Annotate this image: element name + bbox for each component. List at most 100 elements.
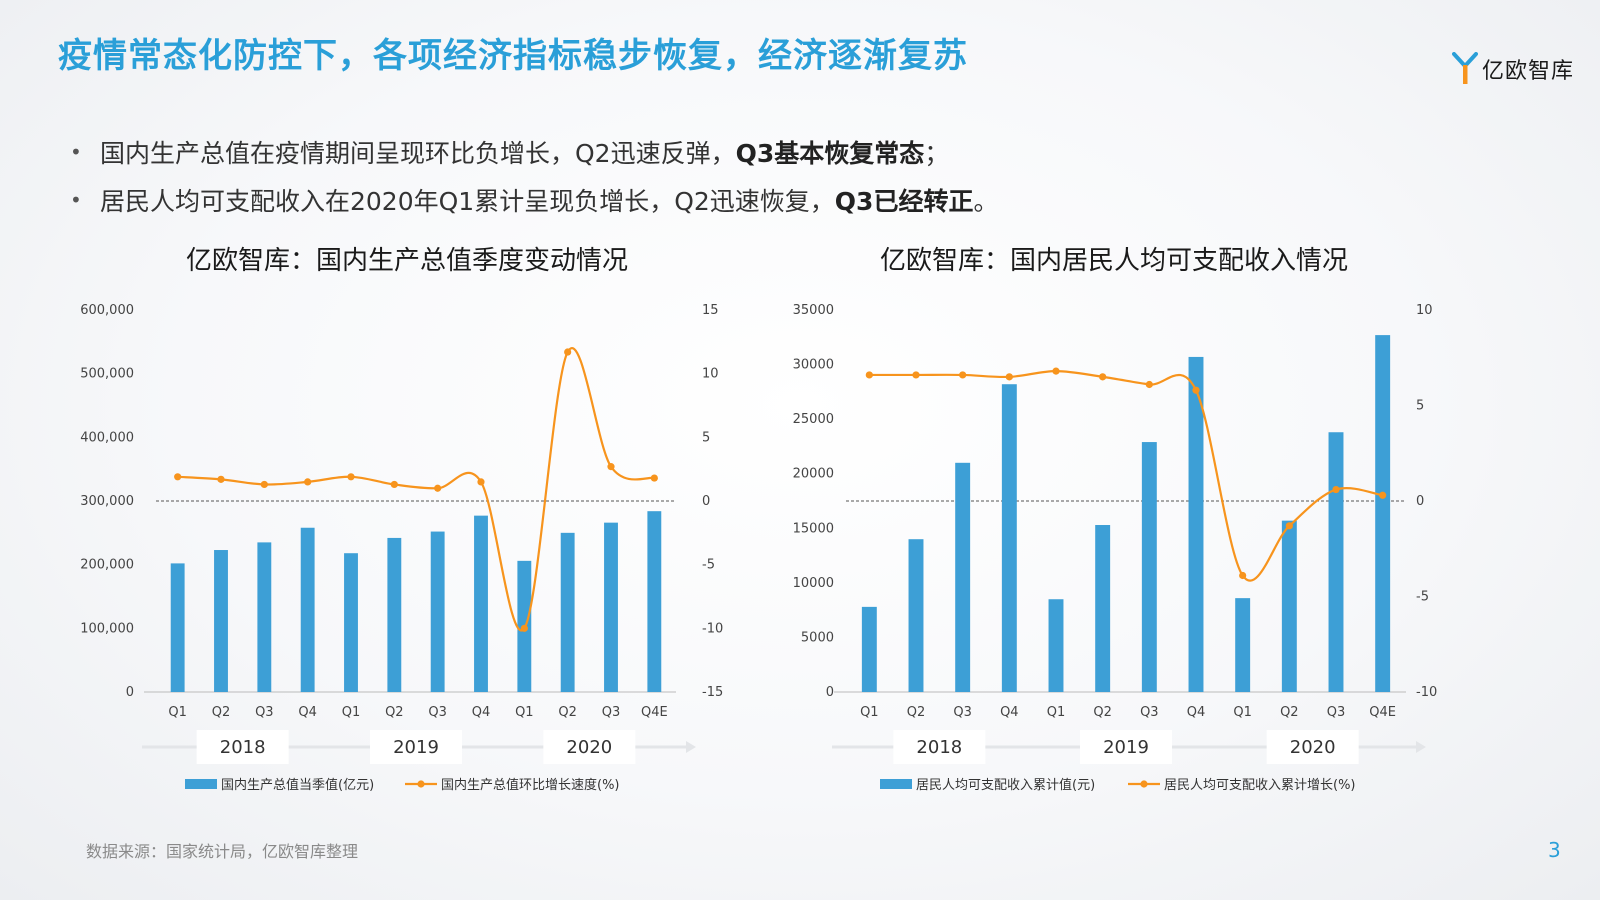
bullet-item-income: • 居民人均可支配收入在2020年Q1累计呈现负增长，Q2迅速恢复， Q3已经转正… (70, 176, 998, 224)
right-axis-tick: -5 (1416, 590, 1429, 605)
right-axis-tick: 0 (1416, 494, 1424, 509)
category-label: Q4E (641, 705, 668, 720)
logo: 亿欧智库 (1452, 52, 1574, 86)
bar (170, 563, 185, 692)
category-label: Q1 (860, 705, 879, 720)
line-point (1379, 491, 1387, 499)
bullet-tail: ； (924, 139, 950, 168)
bar (387, 537, 402, 692)
left-axis-tick: 300,000 (80, 494, 134, 509)
line-point (304, 478, 312, 486)
year-label: 2018 (220, 737, 266, 758)
bar (955, 462, 971, 692)
year-label: 2019 (393, 737, 439, 758)
line-point (477, 478, 485, 486)
legend-line-marker (417, 780, 425, 788)
left-axis-tick: 0 (126, 685, 134, 700)
legend-bar-swatch (880, 779, 912, 789)
right-axis-tick: 0 (702, 494, 710, 509)
line-point (434, 484, 442, 492)
category-label: Q4 (472, 705, 491, 720)
year-box (370, 730, 462, 764)
year-label: 2019 (1103, 737, 1149, 758)
bullet-list: • 国内生产总值在疫情期间呈现环比负增长，Q2迅速反弹， Q3基本恢复常态； • … (70, 128, 998, 224)
right-axis-tick: -10 (1416, 685, 1437, 700)
year-box (543, 730, 636, 764)
left-axis-tick: 30000 (793, 358, 834, 373)
category-label: Q2 (1093, 705, 1112, 720)
line-point (1005, 373, 1013, 381)
category-label: Q3 (953, 705, 972, 720)
legend-line-label: 国内生产总值环比增长速度(%) (441, 777, 620, 793)
line-point (174, 473, 182, 481)
legend-bar-label: 居民人均可支配收入累计值(元) (916, 777, 1095, 793)
series-line (177, 347, 655, 632)
bar (560, 532, 575, 692)
page-number: 3 (1548, 838, 1561, 862)
series-line (869, 370, 1383, 582)
right-axis-tick: -10 (702, 621, 723, 636)
bar (1048, 599, 1064, 692)
bullet-text: 国内生产总值在疫情期间呈现环比负增长，Q2迅速反弹， (100, 139, 736, 168)
chart-title-income: 亿欧智库：国内居民人均可支配收入情况 (880, 246, 1349, 276)
left-axis-tick: 0 (826, 685, 834, 700)
line-point (959, 371, 967, 379)
category-label: Q1 (1047, 705, 1066, 720)
bar (1281, 520, 1297, 692)
legend-bar-label: 国内生产总值当季值(亿元) (221, 777, 374, 793)
bullet-item-gdp: • 国内生产总值在疫情期间呈现环比负增长，Q2迅速反弹， Q3基本恢复常态； (70, 128, 998, 176)
bar (344, 553, 358, 692)
left-axis-tick: 400,000 (80, 430, 134, 445)
category-label: Q1 (342, 705, 361, 720)
timeline-arrow-head (686, 741, 696, 753)
category-label: Q3 (428, 705, 447, 720)
category-label: Q3 (1327, 705, 1346, 720)
chart-title-gdp: 亿欧智库：国内生产总值季度变动情况 (186, 246, 629, 276)
line-point (650, 474, 658, 482)
category-label: Q2 (558, 705, 577, 720)
year-box (893, 730, 986, 764)
category-label: Q1 (168, 705, 187, 720)
category-label: Q4 (1000, 705, 1019, 720)
bullet-dot: • (70, 140, 82, 164)
category-label: Q3 (1140, 705, 1159, 720)
line-point (217, 475, 225, 483)
line-point (564, 348, 572, 356)
year-label: 2018 (916, 737, 962, 758)
line-point (1145, 380, 1153, 389)
left-axis-tick: 5000 (801, 630, 834, 645)
bullet-dot: • (70, 188, 82, 212)
left-axis-tick: 20000 (793, 467, 834, 482)
year-box (1080, 730, 1172, 764)
bullet-bold: Q3已经转正 (834, 187, 974, 216)
bar (1001, 384, 1017, 692)
right-axis-tick: 10 (1416, 303, 1433, 318)
category-label: Q4 (1187, 705, 1206, 720)
line-point (260, 480, 268, 489)
category-label: Q3 (255, 705, 274, 720)
category-label: Q1 (515, 705, 534, 720)
category-label: Q4 (298, 705, 317, 720)
right-axis-tick: 15 (702, 303, 719, 318)
page-title: 疫情常态化防控下，各项经济指标稳步恢复，经济逐渐复苏 (58, 36, 968, 76)
left-axis-tick: 200,000 (80, 558, 134, 573)
line-point (390, 480, 398, 489)
right-axis-tick: 10 (702, 367, 719, 382)
bar (1188, 356, 1204, 692)
line-point (1099, 373, 1107, 381)
category-label: Q1 (1233, 705, 1252, 720)
year-box (1266, 730, 1359, 764)
gdp-chart: 0 100,000 200,000 300,000 400,000 500,000 600,… (80, 303, 723, 793)
bullet-text: 居民人均可支配收入在2020年Q1累计呈现负增长，Q2迅速恢复， (100, 187, 835, 216)
left-axis-tick: 100,000 (80, 621, 134, 636)
category-label: Q2 (212, 705, 231, 720)
left-axis-tick: 15000 (793, 521, 834, 536)
left-axis-tick: 600,000 (80, 303, 134, 318)
line-point (520, 624, 528, 632)
right-axis-tick: -15 (702, 685, 723, 700)
yiou-logo-icon (1452, 52, 1478, 84)
legend-line-marker (1140, 780, 1148, 788)
timeline-arrow-head (1416, 741, 1426, 753)
data-source: 数据来源：国家统计局，亿欧智库整理 (86, 842, 359, 861)
right-axis-tick: -5 (702, 558, 715, 573)
